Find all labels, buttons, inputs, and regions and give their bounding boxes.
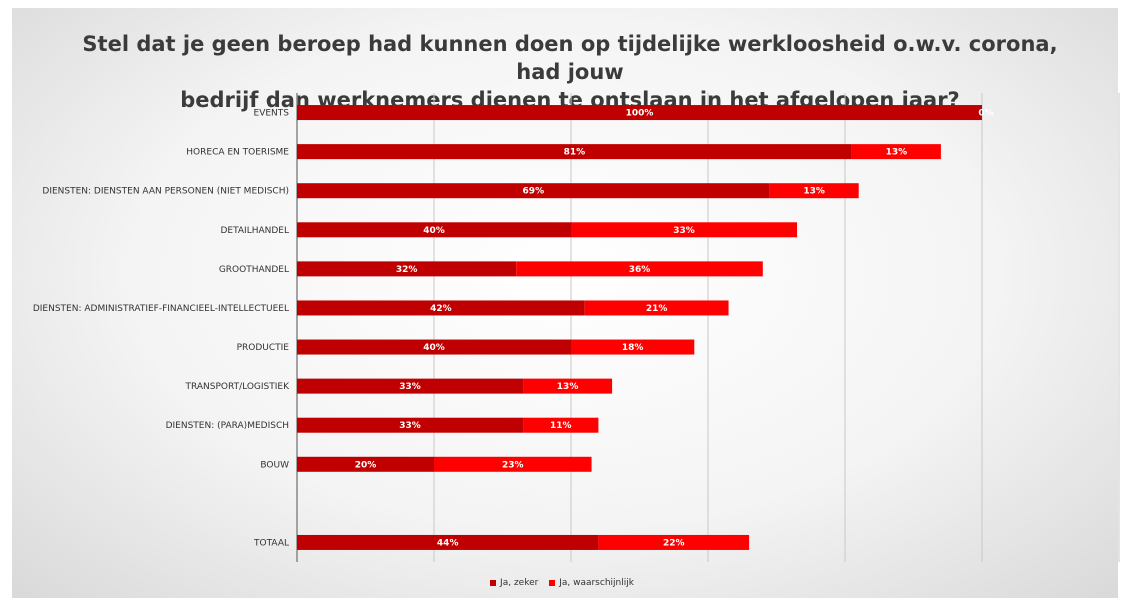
bar-ja-waarschijnlijk (769, 183, 859, 199)
bar-ja-zeker (297, 183, 770, 199)
legend-label-ja-waarschijnlijk: Ja, waarschijnlijk (559, 578, 634, 588)
legend-swatch-ja-zeker (490, 580, 497, 586)
data-label: 32% (396, 265, 418, 275)
data-label: 13% (803, 187, 825, 197)
data-label: 13% (557, 382, 579, 392)
bar-ja-zeker (297, 222, 571, 238)
legend-label-ja-zeker: Ja, zeker (500, 578, 539, 588)
data-label: 81% (564, 148, 586, 158)
data-label: 40% (423, 226, 445, 236)
data-label: 0% (978, 109, 993, 119)
legend-swatch-ja-waarschijnlijk (549, 580, 556, 586)
bar-ja-waarschijnlijk (516, 261, 763, 277)
bar-ja-zeker (297, 534, 599, 550)
bar-ja-zeker (297, 339, 571, 355)
data-label: 69% (523, 187, 545, 197)
data-label: 21% (646, 304, 668, 314)
bar-ja-zeker (297, 105, 982, 121)
data-label: 23% (502, 460, 524, 470)
category-label: EVENTS (254, 109, 290, 119)
bar-ja-zeker (297, 456, 434, 472)
chart-title-line-1: Stel dat je geen beroep had kunnen doen … (82, 32, 1058, 84)
legend-item-ja-waarschijnlijk: Ja, waarschijnlijk (549, 578, 634, 588)
category-label: BOUW (260, 460, 289, 470)
category-label: DIENSTEN: (PARA)MEDISCH (166, 421, 289, 431)
data-label: 33% (399, 382, 421, 392)
bar-ja-waarschijnlijk (571, 222, 798, 238)
data-label: 33% (399, 421, 421, 431)
bar-ja-zeker (297, 378, 524, 394)
category-label: TRANSPORT/LOGISTIEK (185, 382, 291, 392)
data-label: 33% (673, 226, 695, 236)
data-label: 44% (437, 538, 459, 548)
data-label: 40% (423, 343, 445, 353)
bar-ja-waarschijnlijk (598, 534, 750, 550)
data-label: 20% (355, 460, 377, 470)
category-label: DIENSTEN: ADMINISTRATIEF-FINANCIEEL-INTE… (33, 304, 289, 314)
data-label: 13% (886, 148, 908, 158)
bar-ja-zeker (297, 144, 852, 160)
bar-ja-waarschijnlijk (523, 378, 613, 394)
bar-ja-waarschijnlijk (584, 300, 729, 316)
bar-ja-waarschijnlijk (851, 144, 941, 160)
bar-ja-waarschijnlijk (571, 339, 695, 355)
category-label: DIENSTEN: DIENSTEN AAN PERSONEN (NIET ME… (42, 187, 289, 197)
bar-ja-waarschijnlijk (523, 417, 599, 433)
bar-ja-waarschijnlijk (434, 456, 592, 472)
category-label: GROOTHANDEL (219, 265, 289, 275)
bar-ja-zeker (297, 417, 524, 433)
data-label: 18% (622, 343, 644, 353)
bar-ja-zeker (297, 261, 517, 277)
category-label: DETAILHANDEL (220, 226, 289, 236)
bar-ja-zeker (297, 300, 585, 316)
category-label: HORECA EN TOERISME (186, 148, 289, 158)
data-label: 22% (663, 538, 685, 548)
category-label: PRODUCTIE (237, 343, 290, 353)
data-label: 42% (430, 304, 452, 314)
legend-item-ja-zeker: Ja, zeker (490, 578, 538, 588)
category-label: TOTAAL (253, 538, 289, 548)
legend: Ja, zeker Ja, waarschijnlijk (0, 578, 1124, 589)
data-label: 11% (550, 421, 572, 431)
data-label: 100% (626, 109, 654, 119)
data-label: 36% (629, 265, 651, 275)
